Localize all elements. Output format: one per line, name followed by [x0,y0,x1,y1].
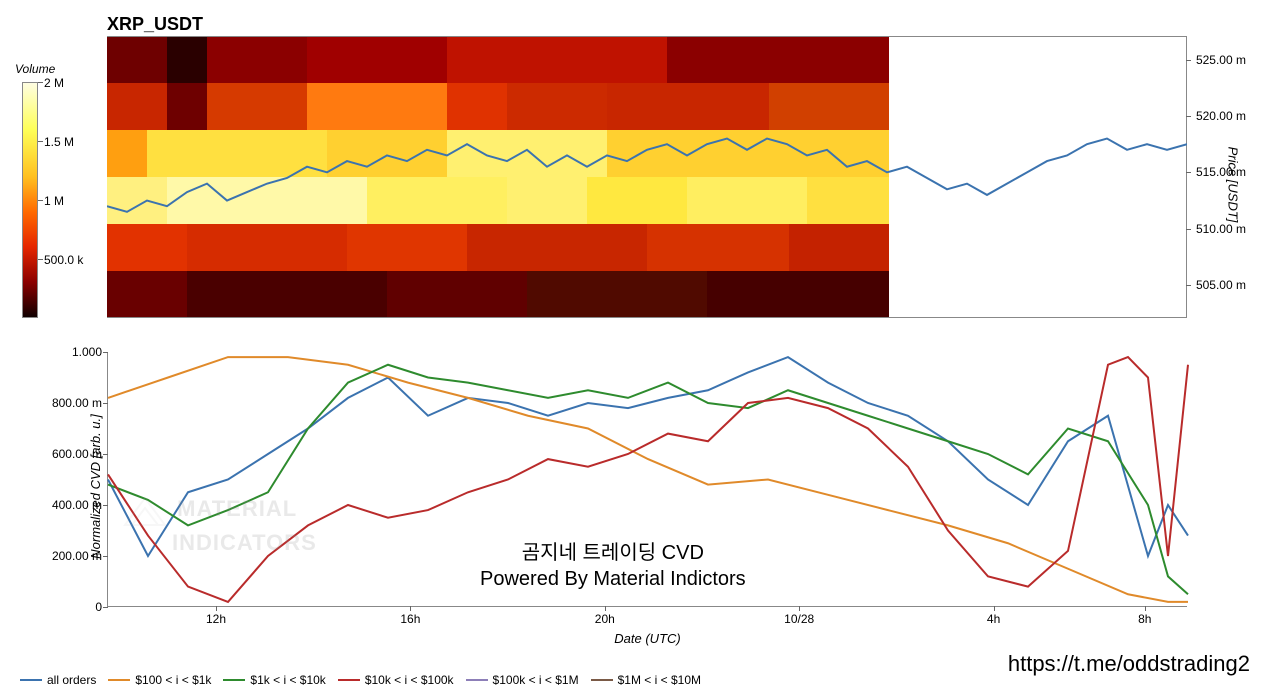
legend-item: $10k < i < $100k [338,673,454,687]
legend-swatch [223,679,245,681]
colorbar-tick: 1 M [44,194,64,208]
x-tick: 16h [400,612,420,626]
legend-label: all orders [47,673,96,687]
legend-swatch [20,679,42,681]
legend-label: $1k < i < $10k [250,673,325,687]
cvd-tick: 800.00 m [46,396,102,410]
legend-label: $100k < i < $1M [493,673,579,687]
legend-label: $1M < i < $10M [618,673,701,687]
legend-item: $100k < i < $1M [466,673,579,687]
colorbar-tick: 1.5 M [44,135,74,149]
x-tick: 4h [987,612,1000,626]
price-tick: 510.00 m [1196,222,1246,236]
overlay-text: 곰지네 트레이딩 CVD Powered By Material Indicto… [480,540,746,592]
cvd-tick: 1.000 [46,345,102,359]
x-tick: 20h [595,612,615,626]
price-panel: 525.00 m520.00 m515.00 m510.00 m505.00 m… [107,36,1187,318]
legend-swatch [108,679,130,681]
price-tick: 520.00 m [1196,109,1246,123]
legend-item: all orders [20,673,96,687]
legend-label: $10k < i < $100k [365,673,454,687]
legend-label: $100 < i < $1k [135,673,211,687]
cvd-legend: all orders $100 < i < $1k $1k < i < $10k $1… [20,670,713,687]
x-tick: 8h [1138,612,1151,626]
colorbar-tick: 2 M [44,76,64,90]
telegram-url: https://t.me/oddstrading2 [1008,651,1250,677]
x-tick: 12h [206,612,226,626]
price-tick: 505.00 m [1196,278,1246,292]
price-tick: 525.00 m [1196,53,1246,67]
volume-colorbar [22,82,38,318]
legend-swatch [466,679,488,681]
legend-swatch [591,679,613,681]
colorbar-label: Volume [15,62,55,76]
watermark: MATERIAL INDICATORS [120,490,317,556]
legend-swatch [338,679,360,681]
x-tick: 10/28 [784,612,814,626]
price-axis-label: Price [USDT] [1226,147,1241,223]
legend-item: $100 < i < $1k [108,673,211,687]
legend-item: $1M < i < $10M [591,673,701,687]
x-axis-label: Date (UTC) [614,631,680,646]
chart-title: XRP_USDT [107,14,203,35]
legend-item: $1k < i < $10k [223,673,325,687]
colorbar-tick: 500.0 k [44,253,83,267]
cvd-axis-label: Normalized CVD [arb. u.] [88,414,103,559]
cvd-tick: 0 [46,600,102,614]
